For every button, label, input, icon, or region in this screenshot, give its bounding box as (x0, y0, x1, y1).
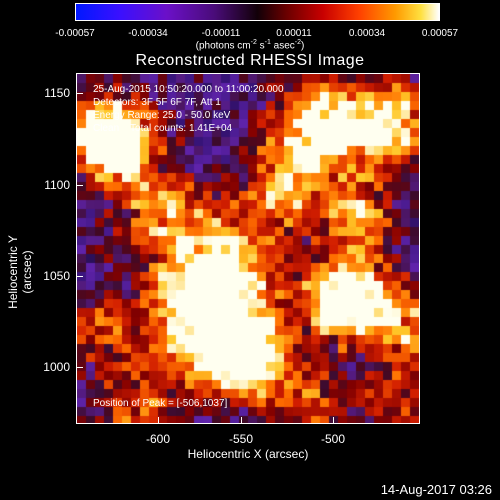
y-tick-mark (76, 367, 83, 368)
colorbar (75, 3, 440, 21)
colorbar-tick-label: -0.00011 (201, 28, 241, 39)
peak-position-label: Position of Peak = [-506,1037] (93, 398, 228, 409)
y-tick-mark (76, 276, 83, 277)
colorbar-tick-label: 0.00057 (421, 28, 459, 39)
colorbar-tick-label: -0.00034 (128, 28, 168, 39)
x-tick-mark (158, 417, 159, 424)
y-tick-label: 1100 (44, 178, 70, 192)
info-energy-range: Energy Range: 25.0 - 50.0 keV (93, 110, 231, 121)
colorbar-tick-label: 0.00011 (276, 28, 312, 39)
colorbar-tick-label: 0.00034 (348, 28, 386, 39)
plot-timestamp: 14-Aug-2017 03:26 (380, 482, 492, 497)
colorbar-tick-label: -0.00057 (55, 28, 95, 39)
x-tick-mark (333, 417, 334, 424)
colorbar-units: (photons cm-2 s-1 asec-2) (195, 39, 305, 52)
y-tick-mark (76, 93, 83, 94)
info-method-counts: Clean Total counts: 1.41E+04 (93, 123, 233, 134)
y-tick-label: 1050 (43, 269, 70, 283)
x-tick-label: -550 (228, 432, 254, 446)
y-axis-label: Heliocentric Y (arcsec) (6, 235, 34, 309)
rhessi-image-plot (76, 73, 420, 424)
y-tick-mark (76, 185, 83, 186)
y-tick-label: 1150 (44, 86, 70, 100)
plot-title: Reconstructed RHESSI Image (135, 52, 365, 69)
x-tick-mark (241, 417, 242, 424)
rhessi-heatmap (77, 74, 419, 423)
y-tick-label: 1000 (43, 360, 70, 374)
x-tick-label: -500 (320, 432, 346, 446)
x-axis-label: Heliocentric X (arcsec) (187, 447, 309, 461)
x-tick-label: -600 (145, 432, 171, 446)
info-time-range: 25-Aug-2015 10:50:20.000 to 11:00:20.000 (93, 84, 284, 95)
info-detectors: Detectors: 3F 5F 6F 7F, Att 1 (93, 97, 221, 108)
colorbar-gradient (76, 4, 439, 20)
